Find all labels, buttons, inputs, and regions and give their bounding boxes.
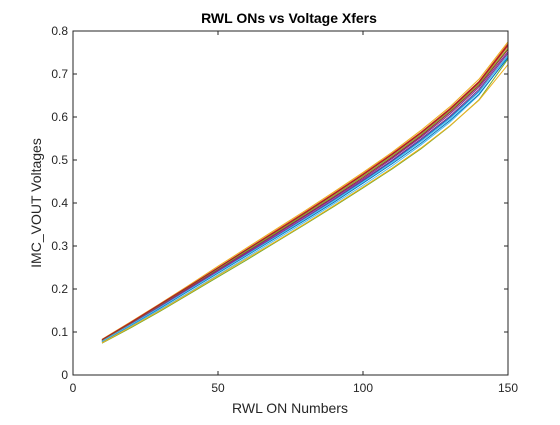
- series-layer: [101, 41, 509, 344]
- series-line-4: [101, 53, 509, 342]
- series-line-8: [101, 57, 509, 343]
- y-tick-label: 0.6: [51, 110, 68, 124]
- series-line-14: [101, 44, 509, 341]
- series-line-13: [101, 54, 509, 342]
- x-tick-label: 150: [498, 381, 518, 395]
- series-line-6: [101, 56, 509, 343]
- x-axis-ticks: 0 50 100 150: [70, 31, 518, 395]
- series-line-2: [101, 45, 509, 341]
- series-line-7: [101, 49, 509, 342]
- y-tick-label: 0.8: [51, 24, 68, 38]
- series-line-10: [101, 64, 509, 344]
- y-axis-label: IMC_VOUT Voltages: [28, 138, 44, 268]
- x-tick-label: 100: [353, 381, 373, 395]
- y-tick-label: 0.5: [51, 153, 68, 167]
- series-line-5: [101, 58, 509, 344]
- series-line-1: [101, 55, 509, 342]
- y-tick-label: 0.7: [51, 67, 68, 81]
- chart-title: RWL ONs vs Voltage Xfers: [201, 10, 377, 26]
- y-tick-label: 0.4: [51, 196, 68, 210]
- series-line-3: [101, 41, 509, 340]
- series-line-11: [101, 51, 509, 342]
- x-axis-label: RWL ON Numbers: [232, 400, 348, 416]
- y-axis-ticks: 0 0.1 0.2 0.3 0.4 0.5 0.6 0.7 0.8: [51, 24, 508, 382]
- y-tick-label: 0: [61, 368, 68, 382]
- series-line-12: [101, 47, 509, 341]
- y-tick-label: 0.3: [51, 239, 68, 253]
- series-line-9: [101, 43, 509, 341]
- x-tick-label: 50: [211, 381, 225, 395]
- y-tick-label: 0.2: [51, 282, 68, 296]
- y-tick-label: 0.1: [51, 325, 68, 339]
- x-tick-label: 0: [70, 381, 77, 395]
